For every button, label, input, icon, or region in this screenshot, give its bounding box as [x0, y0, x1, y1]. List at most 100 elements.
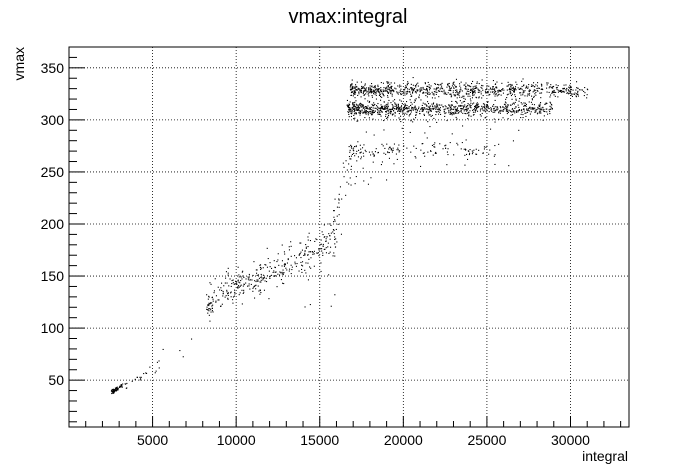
data-point [315, 238, 317, 240]
data-point [428, 87, 430, 89]
data-point [482, 103, 484, 105]
data-point [453, 113, 455, 115]
data-point [352, 149, 354, 151]
data-point [116, 388, 118, 390]
data-point [353, 104, 355, 106]
data-point [357, 88, 359, 90]
data-point [298, 270, 300, 272]
data-point [427, 93, 429, 95]
data-point [456, 109, 458, 111]
data-point [156, 361, 158, 363]
data-point [433, 117, 435, 119]
data-point [354, 112, 356, 114]
data-point [472, 111, 474, 113]
data-point [329, 235, 331, 237]
data-point [435, 111, 437, 113]
data-point [510, 86, 512, 88]
data-point [373, 155, 375, 157]
data-point [433, 91, 435, 93]
data-point [390, 87, 392, 89]
data-point [484, 90, 486, 92]
data-point [350, 112, 352, 114]
data-point [551, 92, 553, 94]
data-point [390, 113, 392, 115]
data-point [467, 105, 469, 107]
data-point [353, 109, 355, 111]
data-point [542, 109, 544, 111]
data-point [209, 282, 211, 284]
data-point [456, 97, 458, 99]
data-point [382, 93, 384, 95]
data-point [282, 282, 284, 284]
data-point [586, 97, 588, 99]
data-point [560, 90, 562, 92]
data-point [354, 90, 356, 92]
data-point [500, 94, 502, 96]
data-point [325, 238, 327, 240]
data-point [430, 150, 432, 152]
data-point [436, 91, 438, 93]
data-point [379, 109, 381, 111]
data-point [220, 287, 222, 289]
data-point [363, 87, 365, 89]
data-point [531, 99, 533, 101]
data-point [298, 254, 300, 256]
data-point [537, 90, 539, 92]
data-point [489, 149, 491, 151]
data-point [446, 108, 448, 110]
data-point [486, 145, 488, 147]
data-point [310, 251, 312, 253]
data-point [553, 92, 555, 94]
data-point [475, 85, 477, 87]
data-point [262, 279, 264, 281]
data-point [274, 275, 276, 277]
data-point [477, 103, 479, 105]
data-point [449, 142, 451, 144]
data-point [403, 91, 405, 93]
data-point [241, 289, 243, 291]
data-point [452, 92, 454, 94]
data-point [510, 111, 512, 113]
data-point [550, 84, 552, 86]
data-point [381, 96, 383, 98]
data-point [383, 120, 385, 122]
data-point [397, 104, 399, 106]
data-point [512, 114, 514, 116]
data-point [498, 89, 500, 91]
data-point [549, 101, 551, 103]
data-point [412, 90, 414, 92]
data-point [398, 117, 400, 119]
data-point [463, 84, 465, 86]
data-point [352, 102, 354, 104]
data-point [384, 147, 386, 149]
data-point [339, 186, 341, 188]
data-point [439, 111, 441, 113]
data-point [119, 385, 121, 387]
data-point [313, 250, 315, 252]
data-point [162, 348, 164, 350]
data-point [486, 109, 488, 111]
data-point [428, 93, 430, 95]
data-point [529, 93, 531, 95]
data-point [232, 279, 234, 281]
data-point [533, 89, 535, 91]
data-point [235, 280, 237, 282]
data-point [424, 108, 426, 110]
data-point [530, 85, 532, 87]
data-point [257, 285, 259, 287]
data-point [552, 91, 554, 93]
data-point [508, 84, 510, 86]
data-point [395, 103, 397, 105]
data-point [471, 97, 473, 99]
data-point [514, 87, 516, 89]
data-point [414, 106, 416, 108]
data-point [437, 107, 439, 109]
data-point [421, 110, 423, 112]
data-point [307, 254, 309, 256]
data-point [552, 86, 554, 88]
data-point [358, 107, 360, 109]
data-point [486, 87, 488, 89]
data-point [361, 85, 363, 87]
data-point [361, 105, 363, 107]
data-point [350, 94, 352, 96]
